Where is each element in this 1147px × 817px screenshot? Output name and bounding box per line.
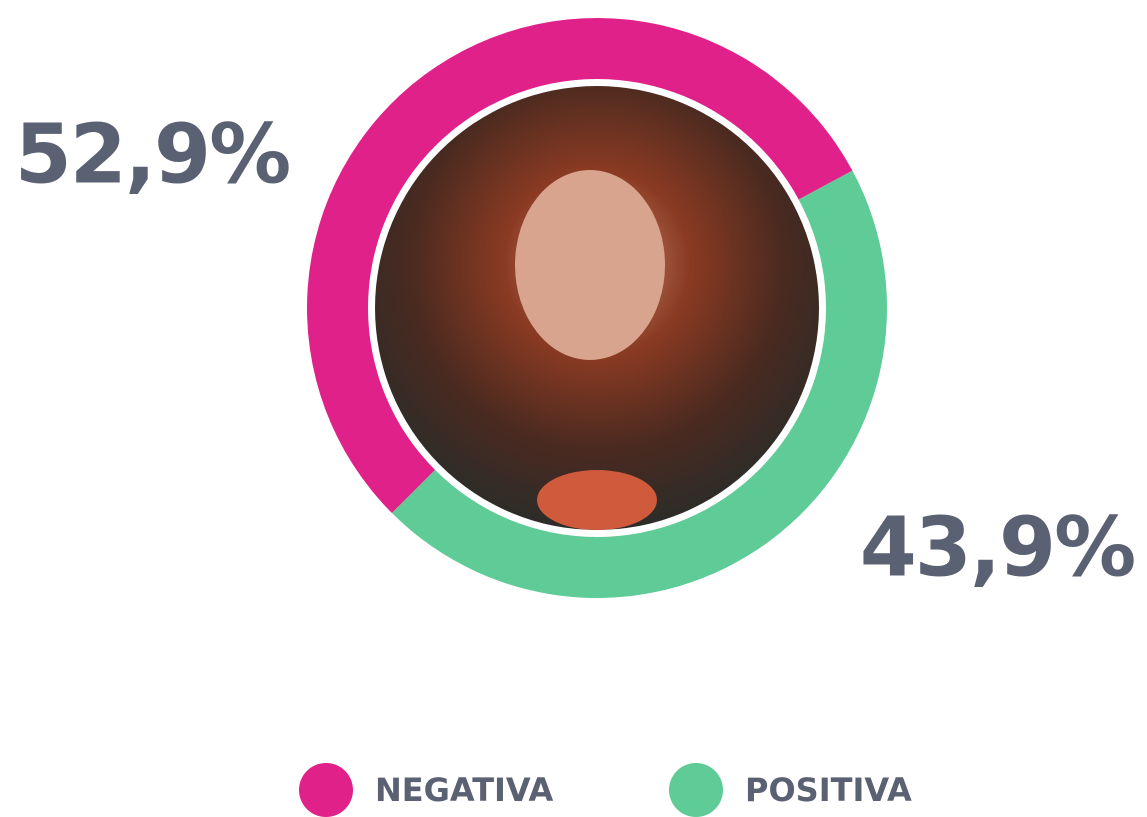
donut-segment [307,18,853,514]
donut-segment [391,170,888,599]
legend-swatch [299,763,353,817]
photo-face [515,170,665,360]
value-label: 52,9% [15,107,289,202]
legend-label: NEGATIVA [375,771,554,809]
legend-swatch [669,763,723,817]
value-label: 43,9% [860,500,1134,595]
labels: 52,9% 43,9% NEGATIVA POSITIVA [15,107,1136,817]
donut [307,18,888,599]
photo-clothes [537,470,657,530]
legend-label: POSITIVA [745,771,912,809]
